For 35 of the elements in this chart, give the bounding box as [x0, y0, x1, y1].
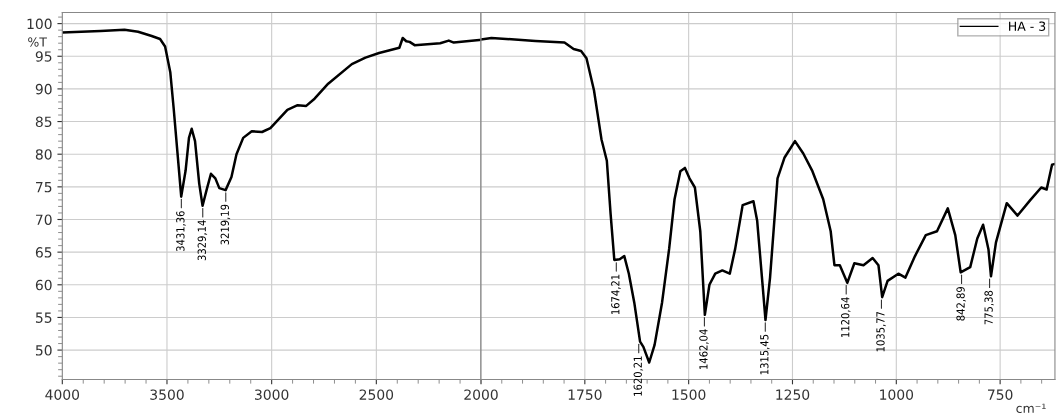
- x-tick-label: 1750: [568, 389, 602, 400]
- y-tick-label: 60: [35, 279, 52, 291]
- annotation: 1315,45: [760, 334, 770, 375]
- annotation: 3329,14: [197, 220, 208, 261]
- annotation: 1462,04: [699, 329, 709, 369]
- annotation: 775,38: [984, 290, 994, 325]
- y-tick-label: 80: [35, 149, 52, 160]
- y-tick-label: 95: [35, 51, 52, 62]
- x-tick-label: 3000: [255, 389, 289, 400]
- x-tick-label: 750: [988, 389, 1013, 400]
- y-tick-label: 70: [36, 214, 52, 225]
- y-tick-label: 65: [35, 247, 52, 258]
- x-tick-label: 2000: [464, 389, 498, 400]
- y-tick-label: 85: [35, 116, 52, 128]
- y-tick-label: 50: [35, 345, 52, 356]
- x-tick-label: 1000: [880, 389, 914, 400]
- annotation: 1120,64: [841, 297, 851, 337]
- legend-label: HA - 3: [1009, 21, 1046, 31]
- x-tick-label: 2500: [359, 389, 394, 400]
- annotation: 3219,19: [220, 204, 231, 245]
- x-tick-label: 1500: [672, 389, 706, 400]
- annotation: 1674,21: [611, 274, 621, 315]
- annotation: 842,89: [956, 286, 966, 321]
- x-tick-label: 1250: [776, 389, 810, 400]
- y-axis-title: %T: [28, 37, 47, 47]
- annotation: 1620,21: [633, 356, 644, 396]
- y-tick-label: 75: [36, 182, 52, 193]
- x-tick-label: 3500: [150, 389, 184, 400]
- annotation: 3431,36: [176, 211, 186, 252]
- y-tick-label: 90: [35, 83, 52, 95]
- y-tick-label: 55: [35, 312, 52, 323]
- y-tick-label: 100: [27, 18, 52, 30]
- x-tick-label: 4000: [45, 389, 80, 400]
- x-axis-title: cm⁻¹: [1016, 403, 1046, 413]
- annotation: 1035,77: [876, 311, 886, 352]
